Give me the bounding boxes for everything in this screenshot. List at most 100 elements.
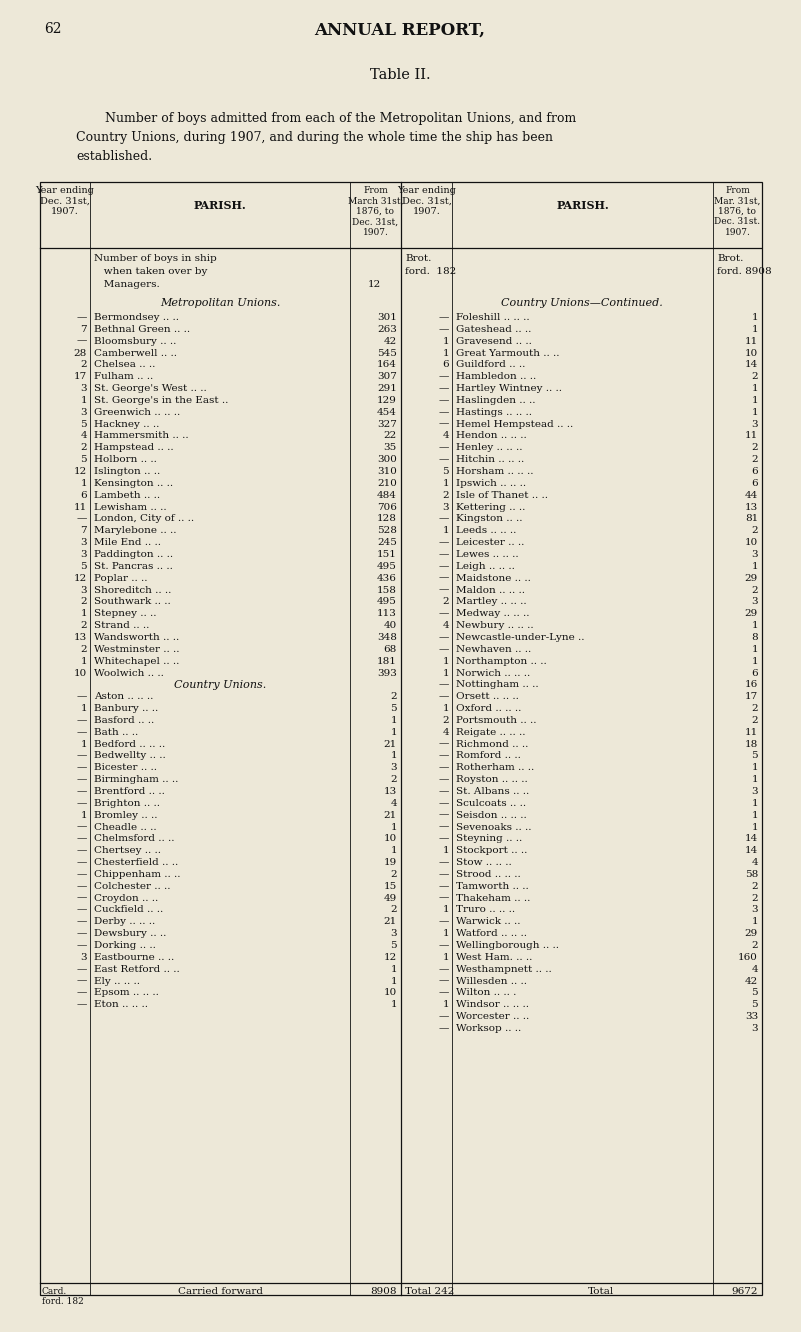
Text: 10: 10 xyxy=(74,669,87,678)
Text: Bermondsey .. ..: Bermondsey .. .. xyxy=(94,313,179,322)
Text: —: — xyxy=(439,882,449,891)
Text: 310: 310 xyxy=(377,468,397,476)
Text: 10: 10 xyxy=(384,834,397,843)
Text: —: — xyxy=(77,870,87,879)
Text: 2: 2 xyxy=(80,645,87,654)
Text: —: — xyxy=(439,408,449,417)
Text: Brighton .. ..: Brighton .. .. xyxy=(94,799,160,807)
Text: Sevenoaks .. ..: Sevenoaks .. .. xyxy=(456,823,532,831)
Text: —: — xyxy=(439,396,449,405)
Text: 11: 11 xyxy=(745,727,758,737)
Text: Card.
ford. 182: Card. ford. 182 xyxy=(42,1287,84,1307)
Text: Lambeth .. ..: Lambeth .. .. xyxy=(94,490,160,500)
Text: 7: 7 xyxy=(80,526,87,535)
Text: —: — xyxy=(77,787,87,797)
Text: 2: 2 xyxy=(390,870,397,879)
Text: 5: 5 xyxy=(80,562,87,571)
Text: 1: 1 xyxy=(751,645,758,654)
Text: when taken over by: when taken over by xyxy=(94,266,207,276)
Text: 3: 3 xyxy=(390,930,397,938)
Text: 18: 18 xyxy=(745,739,758,749)
Text: Stockport .. ..: Stockport .. .. xyxy=(456,846,527,855)
Text: —: — xyxy=(439,562,449,571)
Text: Table II.: Table II. xyxy=(370,68,430,83)
Text: 1: 1 xyxy=(442,349,449,357)
Text: —: — xyxy=(439,538,449,547)
Text: Banbury .. ..: Banbury .. .. xyxy=(94,705,159,713)
Text: 2: 2 xyxy=(390,693,397,701)
Text: 3: 3 xyxy=(80,384,87,393)
Text: Year ending
Dec. 31st,
1907.: Year ending Dec. 31st, 1907. xyxy=(35,186,95,216)
Text: 5: 5 xyxy=(751,988,758,998)
Text: 1: 1 xyxy=(751,384,758,393)
Text: Newbury .. .. ..: Newbury .. .. .. xyxy=(456,621,533,630)
Text: St. Albans .. ..: St. Albans .. .. xyxy=(456,787,529,797)
Text: Wellingborough .. ..: Wellingborough .. .. xyxy=(456,940,559,950)
Text: 42: 42 xyxy=(745,976,758,986)
Text: —: — xyxy=(439,586,449,594)
Text: Lewes .. .. ..: Lewes .. .. .. xyxy=(456,550,518,559)
Text: 35: 35 xyxy=(384,444,397,453)
Text: —: — xyxy=(439,763,449,773)
Text: ford. 8908: ford. 8908 xyxy=(717,266,771,276)
Text: 1: 1 xyxy=(751,799,758,807)
Text: Birmingham .. ..: Birmingham .. .. xyxy=(94,775,179,785)
Text: 14: 14 xyxy=(745,834,758,843)
Text: 1: 1 xyxy=(442,480,449,488)
Text: 13: 13 xyxy=(74,633,87,642)
Text: Croydon .. ..: Croydon .. .. xyxy=(94,894,159,903)
Text: —: — xyxy=(439,988,449,998)
Text: 158: 158 xyxy=(377,586,397,594)
Text: Ely .. .. ..: Ely .. .. .. xyxy=(94,976,140,986)
Text: Kensington .. ..: Kensington .. .. xyxy=(94,480,173,488)
Text: Cheadle .. ..: Cheadle .. .. xyxy=(94,823,157,831)
Text: Steyning .. ..: Steyning .. .. xyxy=(456,834,522,843)
Text: —: — xyxy=(439,775,449,785)
Text: Oxford .. .. ..: Oxford .. .. .. xyxy=(456,705,521,713)
Text: 3: 3 xyxy=(751,597,758,606)
Text: 2: 2 xyxy=(390,906,397,915)
Text: 1: 1 xyxy=(751,823,758,831)
Text: Truro .. .. ..: Truro .. .. .. xyxy=(456,906,515,915)
Text: established.: established. xyxy=(76,151,152,163)
Text: From
March 31st,
1876, to
Dec. 31st,
1907.: From March 31st, 1876, to Dec. 31st, 190… xyxy=(348,186,403,237)
Text: —: — xyxy=(439,325,449,334)
Text: Camberwell .. ..: Camberwell .. .. xyxy=(94,349,177,357)
Text: 2: 2 xyxy=(751,705,758,713)
Text: 2: 2 xyxy=(751,456,758,464)
Bar xyxy=(40,182,762,1295)
Text: 1: 1 xyxy=(442,930,449,938)
Text: 454: 454 xyxy=(377,408,397,417)
Text: Basford .. ..: Basford .. .. xyxy=(94,715,155,725)
Text: Norwich .. .. ..: Norwich .. .. .. xyxy=(456,669,530,678)
Text: 11: 11 xyxy=(74,502,87,511)
Text: —: — xyxy=(439,444,449,453)
Text: 29: 29 xyxy=(745,930,758,938)
Text: 10: 10 xyxy=(384,988,397,998)
Text: 16: 16 xyxy=(745,681,758,690)
Text: 1: 1 xyxy=(390,1000,397,1010)
Text: —: — xyxy=(439,799,449,807)
Text: 164: 164 xyxy=(377,361,397,369)
Text: 1: 1 xyxy=(442,705,449,713)
Text: 4: 4 xyxy=(442,621,449,630)
Text: Wilton .. .. .: Wilton .. .. . xyxy=(456,988,517,998)
Text: —: — xyxy=(77,858,87,867)
Text: 3: 3 xyxy=(80,550,87,559)
Text: Tamworth .. ..: Tamworth .. .. xyxy=(456,882,529,891)
Text: Chelmsford .. ..: Chelmsford .. .. xyxy=(94,834,175,843)
Text: 1: 1 xyxy=(751,763,758,773)
Text: Eton .. .. ..: Eton .. .. .. xyxy=(94,1000,148,1010)
Text: Maldon .. .. ..: Maldon .. .. .. xyxy=(456,586,525,594)
Text: 2: 2 xyxy=(751,586,758,594)
Text: 12: 12 xyxy=(74,574,87,582)
Text: Mile End .. ..: Mile End .. .. xyxy=(94,538,161,547)
Text: 28: 28 xyxy=(74,349,87,357)
Text: 12: 12 xyxy=(368,280,381,289)
Text: Bath .. ..: Bath .. .. xyxy=(94,727,139,737)
Text: 44: 44 xyxy=(745,490,758,500)
Text: 6: 6 xyxy=(751,480,758,488)
Text: —: — xyxy=(439,918,449,926)
Text: —: — xyxy=(77,693,87,701)
Text: 1: 1 xyxy=(751,621,758,630)
